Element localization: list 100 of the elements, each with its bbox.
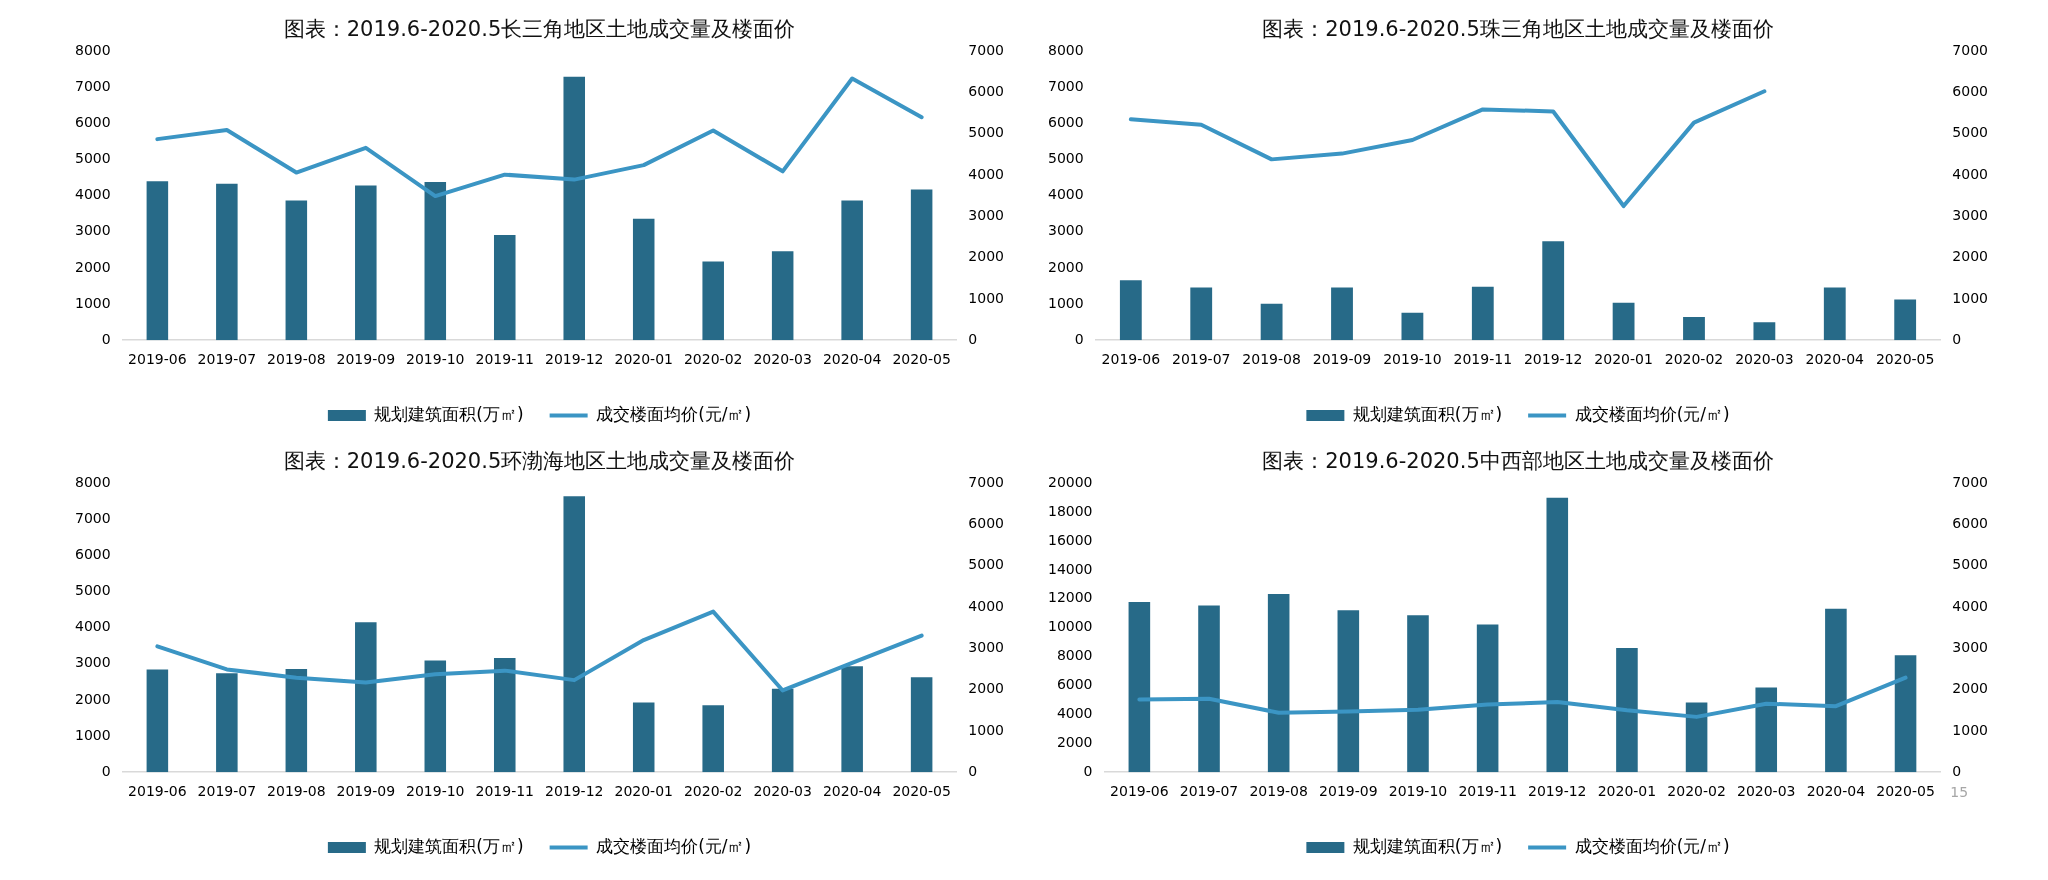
bar — [1260, 303, 1283, 341]
x-tick-label: 2020-03 — [753, 351, 812, 368]
y-tick-label: 2000 — [74, 258, 111, 275]
y2-tick-label: 2000 — [1952, 248, 1989, 265]
x-tick-label: 2020-05 — [1875, 351, 1935, 368]
bar — [285, 200, 308, 341]
bar — [1198, 605, 1220, 773]
y2-tick-label: 0 — [1952, 330, 1962, 347]
x-tick-label: 2020-02 — [1664, 351, 1724, 368]
legend-label: 成交楼面均价(元/㎡) — [596, 403, 752, 424]
y2-tick-label: 7000 — [1952, 41, 1989, 58]
bar — [424, 181, 447, 341]
x-tick-label: 2019-09 — [336, 783, 396, 800]
x-tick-label: 2020-05 — [1876, 783, 1935, 800]
y2-tick-label: 5000 — [1952, 556, 1989, 573]
bar — [1476, 624, 1499, 773]
bar — [771, 251, 794, 341]
x-tick-label: 2019-08 — [1249, 783, 1308, 800]
y-tick-label: 5000 — [1047, 150, 1084, 167]
x-tick-label: 2019-10 — [406, 351, 465, 368]
bar — [1128, 601, 1151, 773]
y-tick-label: 6000 — [74, 114, 111, 131]
y2-tick-label: 4000 — [968, 597, 1005, 614]
x-tick-label: 2020-02 — [683, 783, 743, 800]
y2-tick-label: 0 — [968, 762, 978, 779]
y2-tick-label: 2000 — [968, 248, 1005, 265]
bar — [771, 688, 794, 773]
y2-tick-label: 7000 — [968, 41, 1005, 58]
bar — [1616, 647, 1638, 773]
bar — [910, 677, 933, 773]
bar — [146, 669, 169, 773]
y2-tick-label: 1000 — [1952, 289, 1989, 306]
y-tick-label: 1000 — [74, 726, 111, 743]
y-tick-label: 1000 — [74, 294, 111, 311]
y-tick-label: 8000 — [1047, 41, 1084, 58]
x-tick-label: 2019-10 — [406, 783, 465, 800]
x-tick-label: 2020-04 — [1806, 783, 1866, 800]
y-tick-label: 16000 — [1047, 531, 1093, 548]
bar — [632, 702, 655, 773]
bar — [1337, 610, 1360, 773]
bar — [216, 673, 238, 773]
y-tick-label: 6000 — [1056, 676, 1093, 693]
bar — [1894, 299, 1917, 341]
y-tick-label: 4000 — [74, 186, 111, 203]
x-tick-label: 2019-06 — [1101, 351, 1161, 368]
x-tick-label: 2020-04 — [822, 783, 882, 800]
x-tick-label: 2020-03 — [753, 783, 812, 800]
x-tick-label: 2019-07 — [1179, 783, 1239, 800]
y-tick-label: 7000 — [74, 509, 111, 526]
x-tick-label: 2019-08 — [267, 351, 326, 368]
bar — [841, 666, 863, 773]
chart-title: 图表：2019.6-2020.5珠三角地区土地成交量及楼面价 — [1262, 17, 1774, 42]
bar — [285, 668, 308, 773]
bar — [632, 218, 655, 341]
x-tick-label: 2019-12 — [544, 351, 604, 368]
y-tick-label: 4000 — [1056, 705, 1093, 722]
bar — [146, 181, 169, 341]
x-tick-label: 2019-12 — [1528, 783, 1587, 800]
y2-tick-label: 6000 — [1952, 83, 1989, 100]
y2-tick-label: 1000 — [1952, 721, 1989, 738]
bar — [1542, 241, 1565, 341]
y-tick-label: 5000 — [74, 582, 111, 599]
legend-label: 规划建筑面积(万㎡) — [374, 403, 524, 424]
y2-tick-label: 0 — [1952, 762, 1962, 779]
y-tick-label: 6000 — [74, 546, 111, 563]
bar — [1823, 287, 1846, 341]
x-tick-label: 2020-03 — [1736, 783, 1796, 800]
y-tick-label: 2000 — [1047, 258, 1084, 275]
y2-tick-label: 3000 — [968, 638, 1005, 655]
y2-tick-label: 2000 — [1952, 680, 1989, 697]
x-tick-label: 2019-08 — [267, 783, 326, 800]
y-tick-label: 10000 — [1047, 618, 1093, 635]
y-tick-label: 1000 — [1047, 294, 1084, 311]
x-tick-label: 2019-12 — [1523, 351, 1583, 368]
chart-title: 图表：2019.6-2020.5中西部地区土地成交量及楼面价 — [1262, 449, 1774, 474]
y-tick-label: 3000 — [74, 654, 111, 671]
x-tick-label: 2019-07 — [197, 783, 257, 800]
y2-tick-label: 4000 — [968, 165, 1005, 182]
y-tick-label: 14000 — [1047, 560, 1093, 577]
y-tick-label: 8000 — [74, 473, 111, 490]
bar — [910, 189, 933, 341]
y-tick-label: 0 — [1083, 762, 1093, 779]
bar — [1546, 497, 1569, 773]
y2-tick-label: 5000 — [968, 124, 1005, 141]
x-tick-label: 2020-04 — [822, 351, 882, 368]
bar — [1755, 687, 1778, 773]
bar — [1401, 312, 1424, 341]
y2-tick-label: 3000 — [1952, 638, 1989, 655]
bar — [1685, 702, 1708, 773]
x-tick-label: 2019-07 — [1171, 351, 1231, 368]
bar — [424, 660, 447, 773]
y-tick-label: 7000 — [1047, 77, 1084, 94]
bar — [702, 705, 724, 773]
x-tick-label: 2020-05 — [892, 351, 951, 368]
x-tick-label: 2019-06 — [128, 351, 187, 368]
bar — [355, 622, 377, 773]
y2-tick-label: 2000 — [968, 680, 1005, 697]
bar — [216, 183, 238, 341]
x-tick-label: 2019-11 — [475, 351, 535, 368]
x-tick-label: 2019-07 — [197, 351, 257, 368]
